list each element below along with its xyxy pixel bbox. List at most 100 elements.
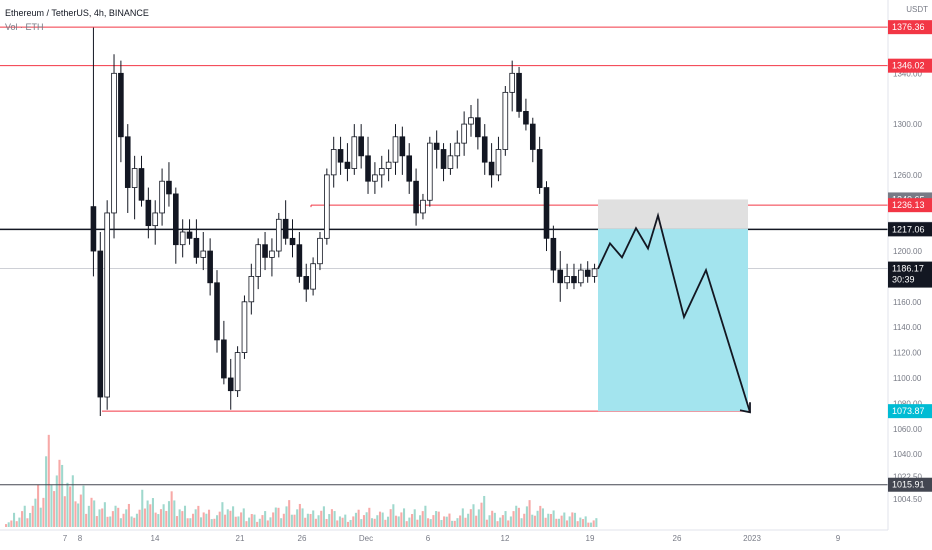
volume-bar xyxy=(568,516,571,527)
volume-bar xyxy=(245,521,248,527)
price-tick-label: 1120.00 xyxy=(893,349,922,358)
volume-bar xyxy=(360,519,363,527)
volume-bar xyxy=(392,504,395,527)
volume-bar xyxy=(111,511,114,527)
price-tick-label: 1140.00 xyxy=(893,323,922,332)
volume-indicator-label: Vol · ETH xyxy=(5,22,44,32)
volume-bar xyxy=(509,516,512,527)
volume-bar xyxy=(208,509,211,527)
candle-body xyxy=(317,237,323,265)
candle-body xyxy=(227,377,234,392)
volume-bar xyxy=(496,521,499,527)
volume-bar xyxy=(301,508,304,527)
candle-body xyxy=(262,244,268,258)
volume-bar xyxy=(93,500,96,527)
volume-bar xyxy=(71,475,74,527)
volume-bar xyxy=(370,518,374,527)
candle-body xyxy=(97,250,104,398)
volume-bar xyxy=(325,518,328,527)
volume-bar xyxy=(119,518,122,527)
volume-bar xyxy=(443,516,446,527)
candle-body xyxy=(529,123,536,150)
volume-bar xyxy=(15,521,18,527)
candle-body xyxy=(330,149,337,176)
projected-path-line[interactable] xyxy=(597,212,751,413)
candle-body xyxy=(234,352,241,392)
price-label-1376: 1376.36 xyxy=(892,22,925,32)
volume-bar xyxy=(178,509,181,527)
volume-bar xyxy=(309,514,312,527)
volume-bar xyxy=(373,518,376,527)
candle-body xyxy=(509,72,515,93)
volume-bar xyxy=(42,497,45,527)
volume-bar xyxy=(504,511,507,527)
candle-body xyxy=(392,136,399,163)
volume-bar xyxy=(256,521,259,527)
volume-bar xyxy=(146,500,149,527)
candle-body xyxy=(248,276,255,303)
horizontal-levels[interactable] xyxy=(0,26,888,486)
candle-body xyxy=(571,276,577,284)
volume-bar xyxy=(151,498,154,527)
candle-body xyxy=(578,269,584,284)
volume-bar xyxy=(23,505,26,527)
take-profit-zone[interactable] xyxy=(598,228,748,412)
candle-body xyxy=(447,155,454,169)
volume-bar xyxy=(109,516,112,527)
candle-body xyxy=(557,269,564,284)
stop-loss-zone[interactable] xyxy=(598,199,748,229)
candle-body xyxy=(152,212,159,227)
short-position-tool[interactable] xyxy=(598,199,748,412)
price-label-1346-bg xyxy=(888,58,932,73)
volume-bar xyxy=(539,505,542,527)
candle-body xyxy=(145,199,152,227)
volume-bar xyxy=(314,518,317,527)
volume-bar xyxy=(528,500,531,527)
time-tick-label: 21 xyxy=(236,534,245,543)
volume-bar xyxy=(242,508,245,527)
time-tick-label: 8 xyxy=(78,534,83,543)
candle-body xyxy=(289,237,296,246)
volume-bar xyxy=(456,518,459,527)
candle-body xyxy=(440,149,447,169)
volume-bar xyxy=(240,512,243,527)
volume-bar xyxy=(85,513,88,527)
price-label-last-bg xyxy=(888,261,932,288)
candle-body xyxy=(207,250,213,284)
candle-body xyxy=(303,276,310,290)
candle-body xyxy=(131,168,138,188)
price-label-last: 1186.17 xyxy=(892,264,924,274)
time-axis[interactable]: 7 8 14 21 26 Dec 6 12 19 26 2023 9 xyxy=(0,529,888,543)
volume-bar xyxy=(488,515,491,527)
volume-bar xyxy=(317,515,320,527)
volume-bar xyxy=(143,508,146,527)
volume-bar xyxy=(523,513,526,527)
candle-body xyxy=(159,180,165,214)
candle-body xyxy=(138,168,145,201)
volume-bar xyxy=(269,517,272,527)
volume-bar xyxy=(304,517,307,527)
candle-body xyxy=(269,250,275,258)
volume-bar xyxy=(13,512,16,527)
price-tick-label: 1004.50 xyxy=(893,495,922,504)
volume-bar xyxy=(397,516,400,527)
volume-bar xyxy=(181,511,184,527)
volume-bar xyxy=(557,518,561,527)
candle-body xyxy=(200,250,207,258)
volume-bar xyxy=(293,514,296,527)
volume-bar xyxy=(451,520,454,527)
candle-body xyxy=(186,231,193,239)
volume-bar xyxy=(141,489,144,527)
volume-bar xyxy=(29,512,32,527)
projection-arrowhead xyxy=(739,402,751,414)
volume-bar xyxy=(210,519,213,527)
projection-path[interactable] xyxy=(597,212,751,414)
candle-body xyxy=(584,269,591,277)
volume-bar xyxy=(595,518,598,527)
volume-bar xyxy=(555,518,558,527)
candle-body xyxy=(358,136,364,157)
candle-body xyxy=(179,231,186,246)
candle-body xyxy=(399,136,406,157)
candle-body xyxy=(420,199,426,214)
